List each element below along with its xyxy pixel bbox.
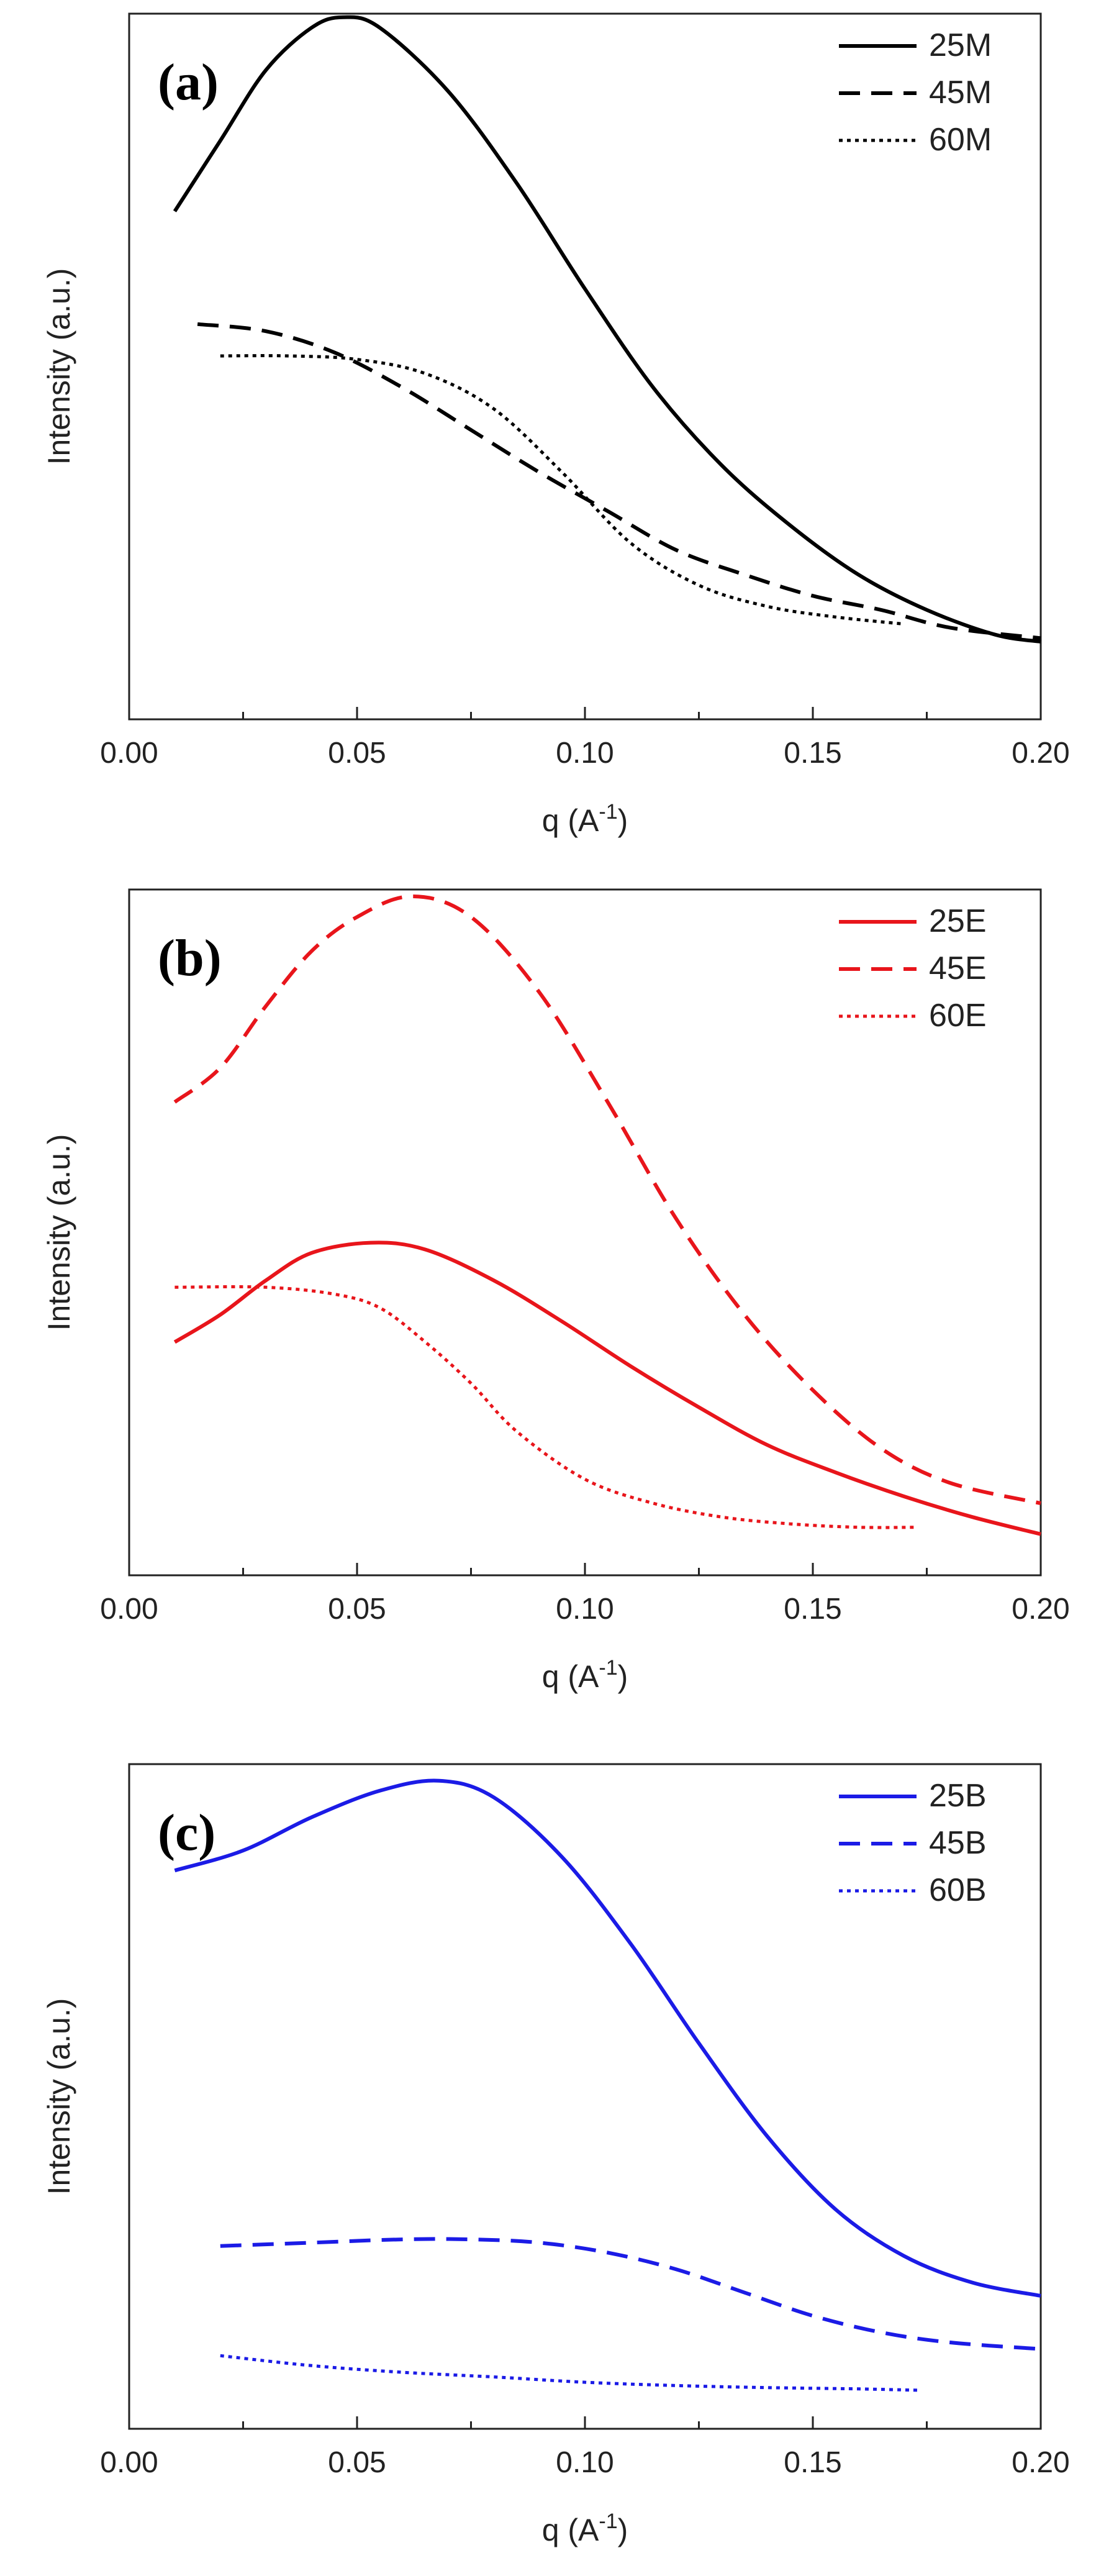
panel-b-x-tick-label: 0.20 — [1012, 1593, 1069, 1626]
panel-b-plot-frame — [128, 888, 1042, 1577]
panel-b-series-45e — [173, 894, 1041, 1506]
panel-b-series-25e — [173, 1240, 1041, 1536]
panel-a-y-axis-title: Intensity (a.u.) — [42, 268, 76, 465]
panel-c-series-60b — [220, 2354, 918, 2392]
panel-c-legend-label-60b: 60B — [929, 1872, 987, 1908]
panel-a-legend-label-45m: 45M — [929, 75, 992, 111]
panel-c-legend-label-25b: 25B — [929, 1778, 987, 1814]
panel-a-series-60m — [220, 354, 905, 626]
panel-b: 0.00 0.05 0.10 0.15 0.20 q (A-1) Intensity (a.… — [42, 888, 1070, 1694]
panel-c-label: (c) — [158, 1804, 215, 1862]
panel-c-x-tick-label: 0.10 — [556, 2446, 614, 2479]
panel-b-y-axis-title: Intensity (a.u.) — [42, 1134, 76, 1331]
panel-b-legend-label-45e: 45E — [929, 950, 987, 986]
panel-b-x-axis-title: q (A-1) — [542, 1656, 628, 1694]
panel-a-x-axis-title-main: q (A — [542, 803, 599, 838]
panel-a-plot-frame — [128, 12, 1042, 721]
panel-c-x-axis-title: q (A-1) — [542, 2510, 628, 2547]
panel-a-label: (a) — [158, 53, 219, 111]
panel-b-legend-label-25e: 25E — [929, 903, 987, 939]
panel-b-series-60e — [174, 1285, 918, 1529]
panel-b-x-axis-title-sup: -1 — [599, 1656, 617, 1680]
panel-c-legend-label-45b: 45B — [929, 1825, 987, 1861]
panel-c-x-axis-title-main: q (A — [542, 2513, 599, 2547]
panel-a-x-axis-title-sup: -1 — [599, 800, 617, 824]
panel-a-x-axis-title: q (A-1) — [542, 800, 628, 838]
panel-a-x-axis-title-close: ) — [618, 803, 628, 838]
panel-b-x-tick-label: 0.15 — [784, 1593, 841, 1626]
panel-c-plot-frame — [128, 1763, 1042, 2430]
panel-a: 0.00 0.05 0.10 0.15 0.20 q (A-1) Intensity (a.… — [42, 12, 1070, 838]
panel-a-legend-label-60m: 60M — [929, 122, 992, 158]
panel-b-legend-label-60e: 60E — [929, 998, 987, 1034]
panel-a-x-tick-label: 0.05 — [328, 737, 386, 770]
panel-c-x-tick-label: 0.20 — [1012, 2446, 1069, 2479]
panel-c-x-axis-title-sup: -1 — [599, 2510, 617, 2533]
panel-c-x-tick-label: 0.00 — [100, 2446, 158, 2479]
panel-c: 0.00 0.05 0.10 0.15 0.20 q (A-1) Intensity (a.… — [42, 1763, 1070, 2547]
panel-a-x-tick-label: 0.15 — [784, 737, 841, 770]
panel-c-x-tick-label: 0.05 — [328, 2446, 386, 2479]
panel-b-x-axis-title-main: q (A — [542, 1659, 599, 1694]
panel-a-legend-label-25m: 25M — [929, 27, 992, 63]
panel-c-series-45b — [220, 2237, 1041, 2351]
panel-a-x-tick-label: 0.00 — [100, 737, 158, 770]
panel-c-x-tick-label: 0.15 — [784, 2446, 841, 2479]
panel-a-x-tick-label: 0.20 — [1012, 737, 1069, 770]
panel-c-y-axis-title: Intensity (a.u.) — [42, 1998, 76, 2195]
panel-c-series-25b — [174, 1778, 1041, 2298]
panel-a-series-25m — [173, 15, 1041, 644]
panel-b-x-tick-label: 0.05 — [328, 1593, 386, 1626]
panel-b-x-axis-title-close: ) — [618, 1659, 628, 1694]
panel-b-label: (b) — [158, 929, 222, 987]
panel-c-x-axis-title-close: ) — [618, 2513, 628, 2547]
panel-a-x-tick-label: 0.10 — [556, 737, 614, 770]
panel-b-x-tick-label: 0.10 — [556, 1593, 614, 1626]
panel-b-x-tick-label: 0.00 — [100, 1593, 158, 1626]
panel-a-series-45m — [197, 322, 1041, 640]
